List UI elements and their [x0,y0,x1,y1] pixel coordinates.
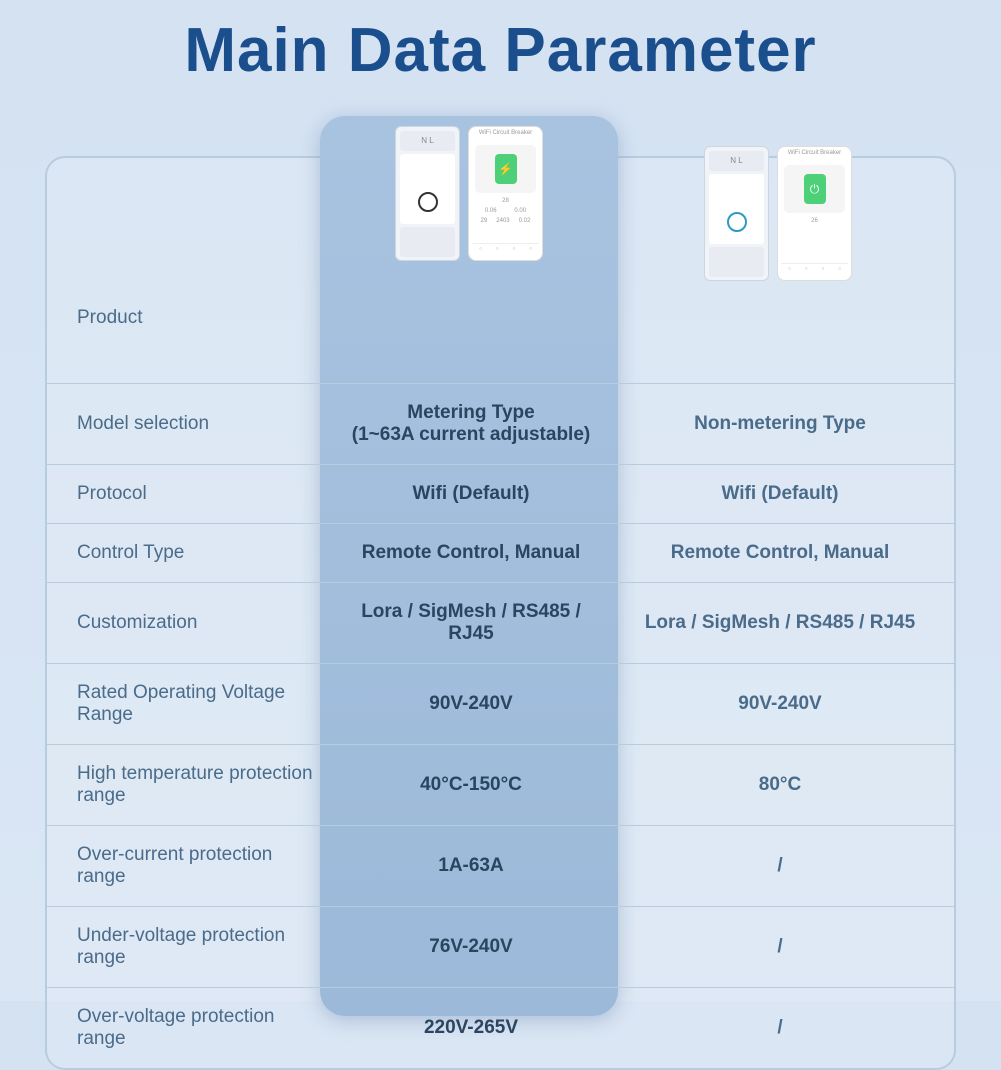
parameter-table: Product Model selection Metering Type (1… [45,156,956,1070]
device-mock-2: N L [704,146,769,281]
table-row-custom: Customization Lora / SigMesh / RS485 / R… [47,582,954,663]
phone-stats-2: 26 [781,216,848,226]
phone-header-1: WiFi Circuit Breaker [472,130,539,142]
product-col2-images: N L WiFi Circuit Breaker ⏻ 26 ○○○○ [618,116,938,271]
v2-control: Remote Control, Manual [620,524,940,582]
phone-card-2: ⏻ [784,165,845,213]
table-row-overvoltage: Over-voltage protection range 220V-265V … [47,987,954,1068]
label-model: Model selection [47,395,322,453]
phone-header-2: WiFi Circuit Breaker [781,150,848,162]
label-product: Product [47,289,322,347]
phone-card-1: ⚡ [475,145,536,193]
table-row-temp: High temperature protection range 40°C-1… [47,744,954,825]
table-row-model: Model selection Metering Type (1~63A cur… [47,383,954,464]
table-row-undervoltage: Under-voltage protection range 76V-240V … [47,906,954,987]
v1-custom: Lora / SigMesh / RS485 / RJ45 [322,583,620,663]
v1-undervoltage: 76V-240V [322,918,620,976]
content-area: N L WiFi Circuit Breaker ⚡ 28 0.060.00 [45,116,956,991]
product-images-header: N L WiFi Circuit Breaker ⚡ 28 0.060.00 [320,116,940,271]
v2-voltage: 90V-240V [620,675,940,733]
label-undervoltage: Under-voltage protection range [47,907,322,987]
v2-undervoltage: / [620,918,940,976]
phone-power-icon-2: ⏻ [804,174,826,204]
label-overcurrent: Over-current protection range [47,826,322,906]
v1-temp: 40°C-150°C [322,756,620,814]
phone-mock-1: WiFi Circuit Breaker ⚡ 28 0.060.00 29240… [468,126,543,261]
v1-overcurrent: 1A-63A [322,837,620,895]
table-row-control: Control Type Remote Control, Manual Remo… [47,523,954,582]
phone-stats-1: 28 [472,196,539,206]
phone-stats-1b: 0.060.00 [472,206,539,216]
label-protocol: Protocol [47,465,322,523]
device-mock-1: N L [395,126,460,261]
device-body-2 [709,174,764,244]
v2-overcurrent: / [620,837,940,895]
label-overvoltage: Over-voltage protection range [47,988,322,1068]
table-row-overcurrent: Over-current protection range 1A-63A / [47,825,954,906]
v2-product [620,300,940,336]
label-control: Control Type [47,524,322,582]
label-voltage: Rated Operating Voltage Range [47,664,322,744]
device-body-1 [400,154,455,224]
label-temp: High temperature protection range [47,745,322,825]
phone-nav-2: ○○○○ [781,263,848,277]
phone-mock-2: WiFi Circuit Breaker ⏻ 26 ○○○○ [777,146,852,281]
v2-custom: Lora / SigMesh / RS485 / RJ45 [620,594,940,652]
v2-protocol: Wifi (Default) [620,465,940,523]
table-row-protocol: Protocol Wifi (Default) Wifi (Default) [47,464,954,523]
device-bottom-2 [709,247,764,277]
phone-stats-1c: 2924030.02 [472,216,539,226]
main-title: Main Data Parameter [0,0,1001,86]
v2-model: Non-metering Type [620,395,940,453]
device-bottom-1 [400,227,455,257]
phone-power-icon-1: ⚡ [495,154,517,184]
v1-product [322,300,620,336]
power-button-icon-2 [727,212,747,232]
v1-overvoltage: 220V-265V [322,999,620,1057]
label-custom: Customization [47,594,322,652]
table-row-voltage: Rated Operating Voltage Range 90V-240V 9… [47,663,954,744]
phone-nav-1: ○○○○ [472,243,539,257]
product-col1-images: N L WiFi Circuit Breaker ⚡ 28 0.060.00 [320,116,618,271]
v1-protocol: Wifi (Default) [322,465,620,523]
v2-overvoltage: / [620,999,940,1057]
device-terminals-1: N L [400,131,455,151]
v1-control: Remote Control, Manual [322,524,620,582]
v1-model: Metering Type (1~63A current adjustable) [322,384,620,464]
power-button-icon-1 [418,192,438,212]
device-terminals-2: N L [709,151,764,171]
v1-voltage: 90V-240V [322,675,620,733]
v2-temp: 80°C [620,756,940,814]
